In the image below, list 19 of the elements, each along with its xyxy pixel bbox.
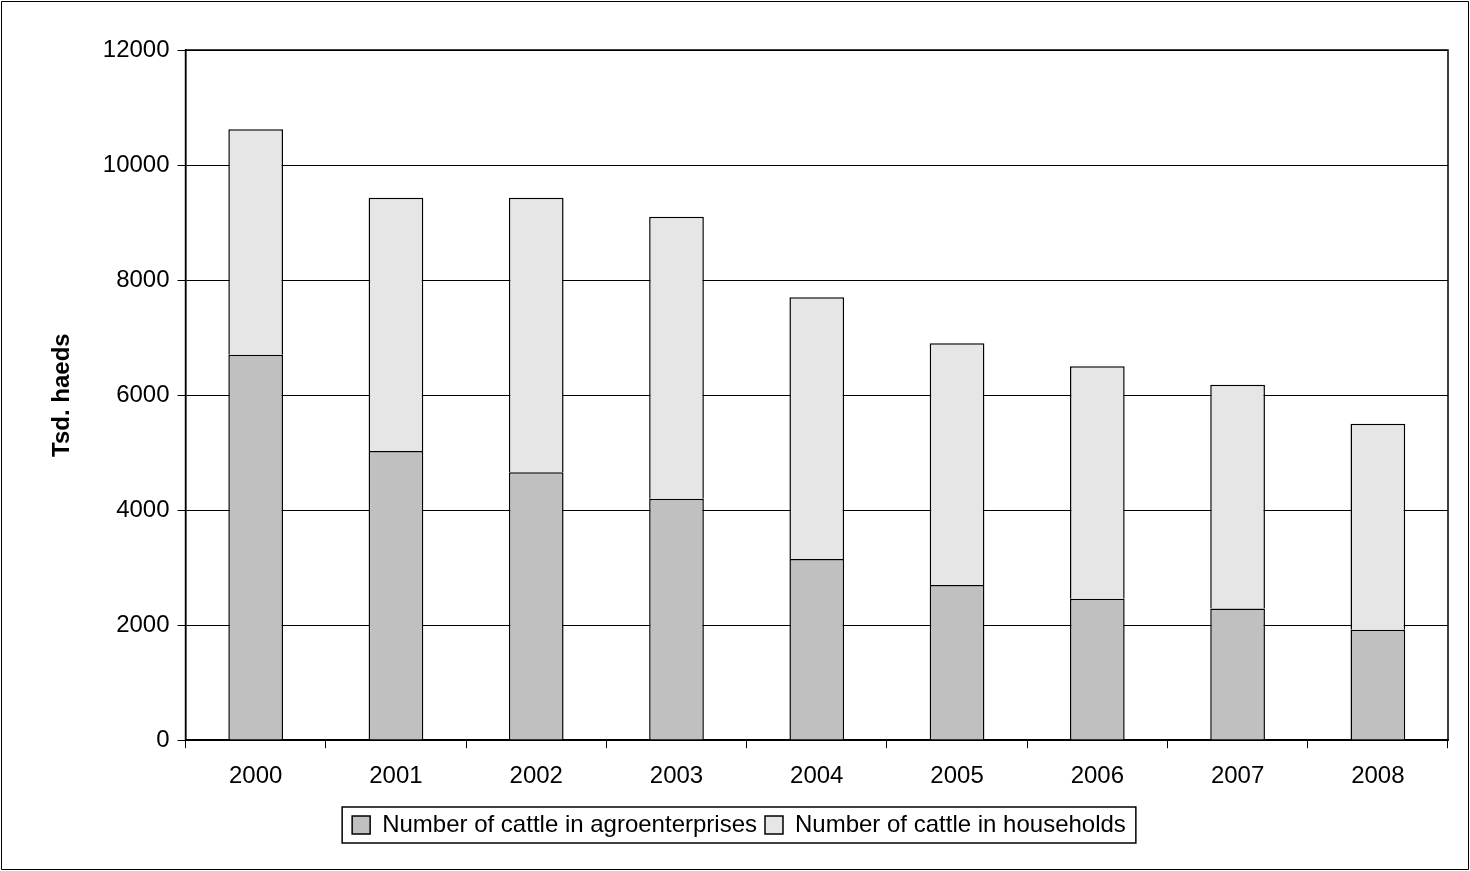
- y-tick-label: 2000: [116, 609, 170, 637]
- x-tick-label: 2007: [1210, 761, 1265, 789]
- x-tick-label: 2002: [509, 761, 563, 789]
- y-tick-label: 10000: [102, 149, 170, 177]
- y-tick-label: 6000: [116, 379, 170, 407]
- legend-label: Number of cattle in agroenterprises: [382, 809, 758, 837]
- x-tick-label: 2001: [369, 761, 423, 789]
- x-tick-label: 2006: [1070, 761, 1125, 789]
- x-tick-label: 2005: [930, 761, 984, 789]
- y-tick-label: 8000: [116, 264, 170, 292]
- x-tick-label: 2008: [1351, 761, 1405, 789]
- y-tick-label: 0: [156, 724, 170, 752]
- x-tick-label: 2003: [649, 761, 704, 789]
- y-tick-label: 12000: [102, 34, 170, 62]
- x-tick-label: 2000: [228, 761, 283, 789]
- y-tick-label: 4000: [116, 494, 170, 522]
- y-axis-title: Tsd. haeds: [47, 333, 75, 457]
- x-tick-label: 2004: [790, 761, 844, 789]
- legend-label: Number of cattle in households: [795, 809, 1126, 837]
